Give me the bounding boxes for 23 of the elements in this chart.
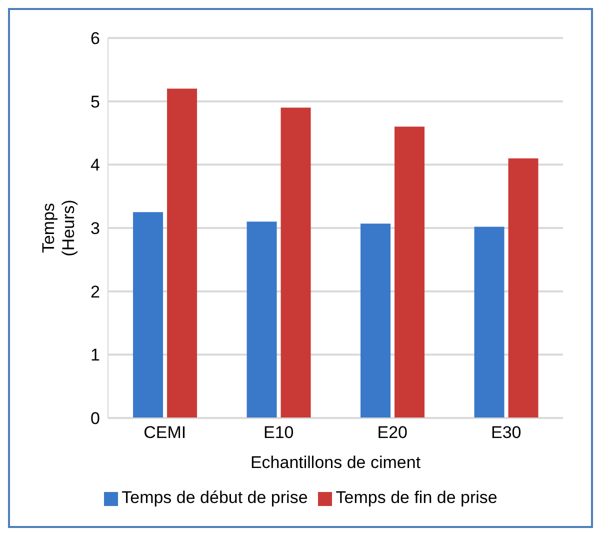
y-tick-label: 2 <box>90 282 100 302</box>
y-tick-label: 6 <box>90 29 100 48</box>
y-tick-label: 3 <box>90 219 100 238</box>
y-tick-label: 4 <box>90 156 100 175</box>
x-tick-label: E30 <box>491 423 522 442</box>
bar <box>508 158 538 418</box>
y-tick-label: 0 <box>90 409 100 428</box>
y-tick-label: 5 <box>90 92 100 112</box>
y-tick-label: 1 <box>90 346 100 365</box>
x-tick-label: E10 <box>264 423 294 442</box>
x-tick-label: CEMI <box>144 423 186 442</box>
bar <box>394 126 425 418</box>
bar <box>474 226 504 418</box>
bar <box>167 88 198 418</box>
bar <box>280 108 311 418</box>
bar <box>133 212 164 418</box>
x-tick-label: E20 <box>377 423 408 442</box>
bar <box>246 222 277 418</box>
x-axis-title: Echantillons de ciment <box>250 453 421 472</box>
legend-label: Temps de fin de prise <box>336 488 498 507</box>
y-axis-title: Temps (Heurs) <box>39 200 78 256</box>
legend-label: Temps de début de prise <box>122 488 308 507</box>
bar <box>360 224 391 418</box>
